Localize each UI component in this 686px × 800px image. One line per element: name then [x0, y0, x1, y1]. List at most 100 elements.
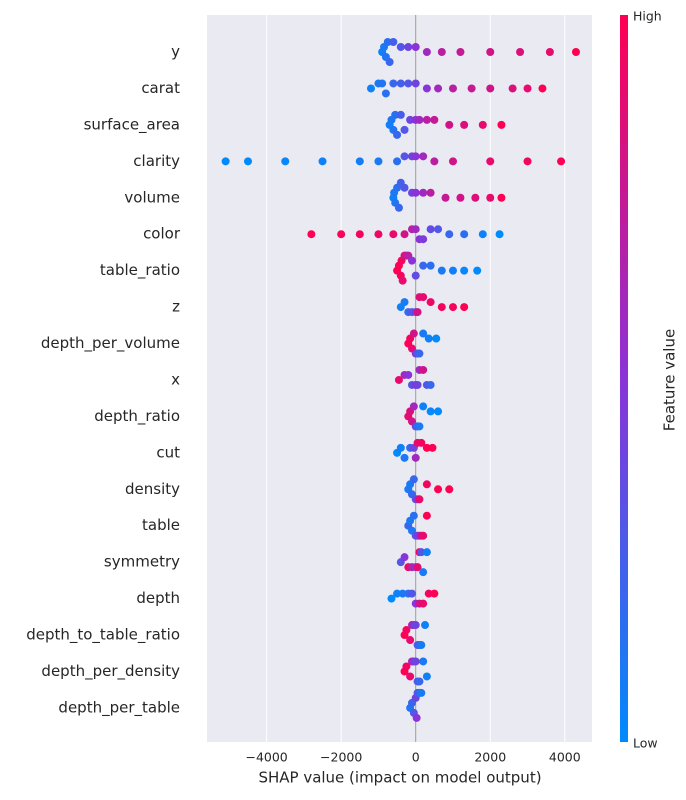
shap-point [409, 329, 418, 338]
shap-point [426, 407, 435, 416]
shap-point [393, 130, 402, 139]
shap-point [445, 230, 454, 239]
shap-point [460, 266, 469, 275]
shap-point [307, 230, 316, 239]
shap-point [426, 188, 435, 197]
shap-point [400, 183, 409, 192]
shap-point [419, 568, 428, 577]
shap-point [426, 225, 435, 234]
shap-point [417, 688, 426, 697]
shap-point [434, 485, 443, 494]
feature-label: depth_ratio [94, 407, 180, 426]
shap-point [413, 563, 422, 572]
shap-point [419, 235, 428, 244]
shap-point [486, 157, 495, 166]
shap-point [422, 443, 431, 452]
shap-point [434, 407, 443, 416]
shap-point [415, 495, 424, 504]
shap-point [434, 84, 443, 93]
feature-label: depth_to_table_ratio [26, 626, 180, 645]
shap-point [516, 48, 525, 56]
shap-point [422, 480, 431, 489]
shap-point [387, 594, 396, 603]
shap-point [426, 298, 435, 307]
feature-label: surface_area [84, 115, 180, 134]
shap-point [448, 157, 457, 166]
shap-point [460, 303, 469, 312]
shap-point [523, 157, 532, 166]
shap-point [411, 271, 420, 280]
shap-point [415, 349, 424, 358]
shap-point [478, 120, 487, 129]
shap-point [389, 79, 398, 88]
shap-point [445, 120, 454, 129]
shap-point [421, 621, 430, 630]
shap-point [437, 303, 446, 312]
shap-point [417, 438, 426, 447]
shap-point [404, 370, 413, 379]
shap-point [426, 261, 435, 270]
shap-point [412, 713, 421, 722]
shap-point [424, 334, 433, 343]
shap-point [394, 203, 403, 212]
shap-point [391, 110, 400, 119]
shap-point [523, 84, 532, 93]
shap-point [445, 485, 454, 494]
feature-label: color [143, 225, 181, 243]
shap-point [430, 115, 439, 124]
shap-point [437, 48, 446, 56]
shap-point [381, 89, 390, 98]
shap-point [407, 256, 416, 265]
feature-label: table_ratio [100, 261, 180, 280]
shap-point [400, 298, 409, 307]
feature-label: clarity [133, 152, 180, 170]
shap-point [419, 599, 428, 608]
x-tick-label: 2000 [474, 750, 506, 765]
shap-point [497, 193, 506, 202]
x-tick-label: −4000 [245, 750, 287, 765]
shap-point [460, 120, 469, 129]
shap-point [389, 230, 398, 239]
shap-point [413, 308, 422, 317]
shap-point [471, 193, 480, 202]
shap-point [383, 38, 392, 46]
feature-label: density [125, 480, 180, 498]
feature-label: symmetry [104, 553, 180, 571]
shap-point [411, 188, 420, 197]
shap-point [402, 626, 411, 635]
shap-point [419, 657, 428, 666]
shap-point [415, 115, 424, 124]
shap-point [411, 657, 420, 666]
shap-point [355, 230, 364, 239]
feature-label: x [171, 370, 180, 388]
shap-point [407, 589, 416, 598]
shap-point [221, 157, 230, 166]
shap-point [374, 157, 383, 166]
shap-point [417, 548, 426, 557]
shap-point [411, 79, 420, 88]
shap-point [318, 157, 327, 166]
shap-point [400, 125, 409, 134]
shap-point [495, 230, 504, 239]
feature-label: table [142, 516, 180, 534]
shap-point [409, 511, 418, 520]
shap-point [398, 589, 407, 598]
shap-point [400, 453, 409, 462]
shap-point [411, 621, 420, 630]
shap-point [486, 193, 495, 202]
shap-point [448, 303, 457, 312]
shap-point [394, 375, 403, 384]
shap-point [538, 84, 547, 93]
shap-point [430, 589, 439, 598]
shap-point [456, 48, 465, 56]
shap-point [424, 589, 433, 598]
shap-point [411, 43, 420, 51]
shap-point [486, 48, 495, 56]
shap-point [478, 230, 487, 239]
feature-label: depth_per_table [58, 698, 180, 717]
shap-point [419, 188, 428, 197]
shap-point [467, 84, 476, 93]
shap-point [396, 110, 405, 119]
shap-point [393, 589, 402, 598]
shap-point [337, 230, 346, 239]
